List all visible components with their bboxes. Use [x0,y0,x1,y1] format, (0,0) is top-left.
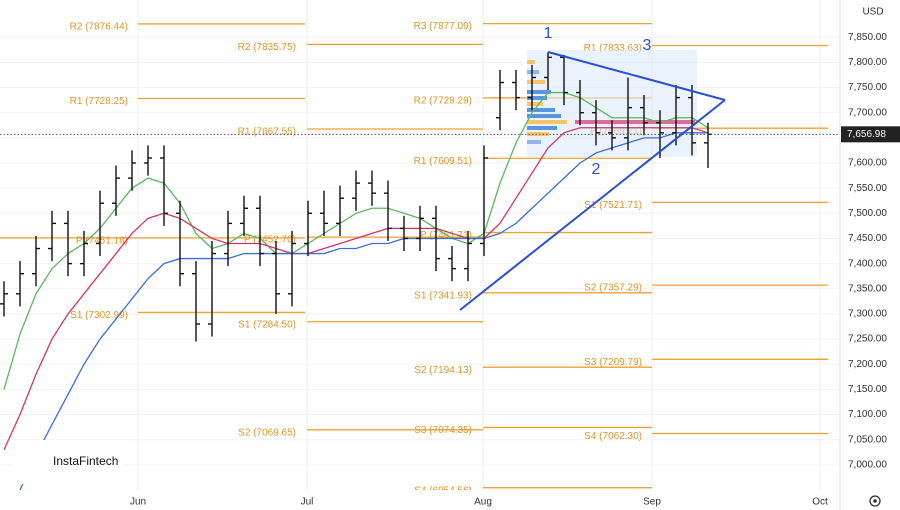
x-tick-label: Sep [643,497,661,508]
pivot-label: R2 (7729.29) [414,96,472,107]
y-tick-label: 7,450.00 [848,233,887,244]
brand-box [12,440,124,484]
pivot-label: R1 (7609.51) [414,156,472,167]
y-tick-label: 7,400.00 [848,258,887,269]
pivot-label: S2 (7357.29) [584,283,642,294]
x-tick-label: Oct [812,497,828,508]
y-tick-label: 7,250.00 [848,334,887,345]
y-tick-label: 7,800.00 [848,57,887,68]
pivot-label: R1 (7728.25) [70,96,128,107]
pivot-label: S4 (6954.56) [414,485,472,496]
pivot-label: S2 (7069.65) [238,427,296,438]
y-tick-label: 7,550.00 [848,183,887,194]
price-bars [0,52,712,342]
pivot-label: R2 (7876.44) [70,22,128,33]
y-tick-label: 7,500.00 [848,208,887,219]
pivot-label: P (7452.70) [244,235,296,246]
y-tick-label: 7,000.00 [848,459,887,470]
wave-label: 1 [544,25,553,42]
pivot-label: S2 (7194.13) [414,365,472,376]
y-tick-label: 7,600.00 [848,158,887,169]
pivot-label: R3 (7877.09) [414,21,472,32]
moving-average [3,127,709,451]
last-price-label: 7,656.98 [847,129,886,140]
pivot-label: S1 (7521.71) [584,200,642,211]
brand: InstaFintech [53,454,118,468]
y-tick-label: 7,050.00 [848,434,887,445]
currency: USD [862,7,883,18]
annotations: 1 2 3 [544,25,652,178]
x-tick-label: Aug [474,497,492,508]
y-tick-label: 7,350.00 [848,283,887,294]
pivot-label: R1 (7667.55) [238,127,296,138]
pivot-label: S3 (7209.79) [584,357,642,368]
pivots: R2 (7876.44) R1 (7728.25) P (7451.18) S1 (7… [0,21,828,496]
y-tick-label: 7,100.00 [848,409,887,420]
x-tick-label: Jun [130,497,146,508]
pivot-label: S4 (7062.30) [584,431,642,442]
moving-averages [3,91,709,490]
triangle-drawing [459,51,726,311]
pivot-label: R2 (7835.75) [238,42,296,53]
last-price-box [841,126,900,143]
x-tick-label: Jul [301,497,314,508]
pivot-label: P (7461.71) [420,230,472,241]
pivot-label: S1 (7302.99) [70,310,128,321]
y-tick-label: 7,300.00 [848,309,887,320]
pivot-label: S3 (7074.35) [414,425,472,436]
moving-average [3,91,709,390]
y-tick-label: 7,700.00 [848,107,887,118]
y-tick-label: 7,750.00 [848,82,887,93]
settings-icon[interactable] [869,495,881,507]
pivot-label: P (7451.18) [76,236,128,247]
y-tick-label: 7,200.00 [848,359,887,370]
pivot-label: S1 (7341.93) [414,290,472,301]
price-axis: 7,000.00 7,050.00 7,100.00 7,150.00 7,200.00… [839,0,900,510]
y-tick-label: 7,850.00 [848,32,887,43]
wave-label: 2 [592,161,601,178]
moving-average [19,132,708,490]
wave-label: 3 [643,37,652,54]
pivot-label: S1 (7284.50) [238,319,296,330]
pivot-label: R1 (7833.63) [584,43,642,54]
y-tick-label: 7,150.00 [848,384,887,395]
